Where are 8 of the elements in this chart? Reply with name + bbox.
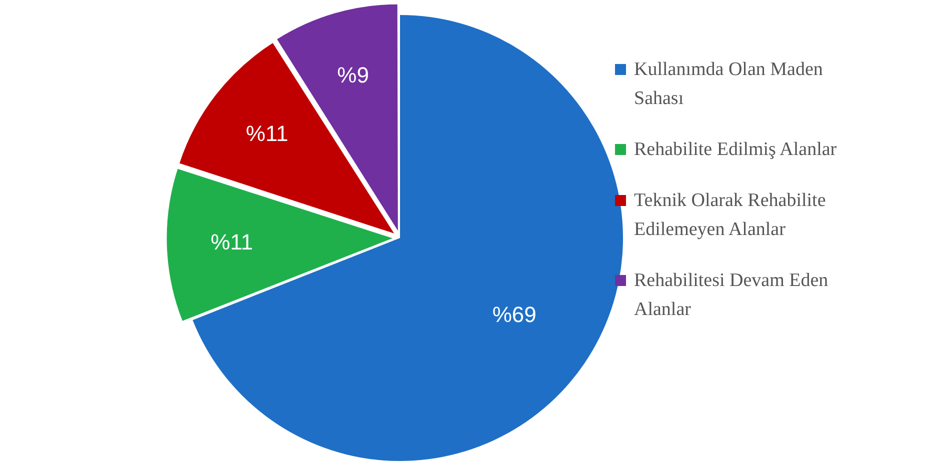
data-label: %9 [337, 62, 369, 88]
data-label: %11 [210, 229, 254, 254]
data-label: %69 [492, 302, 536, 327]
legend-label: Rehabilite Edilmiş Alanlar [634, 138, 837, 162]
data-label: %11 [246, 120, 288, 146]
legend-label: Teknik Olarak Rehabilite Edilemeyen Alanlar [634, 189, 827, 242]
legend-label: Kullanımda Olan Maden Sahası [634, 58, 824, 111]
legend-label: Rehabilitesi Devam Eden Alanlar [634, 269, 830, 322]
